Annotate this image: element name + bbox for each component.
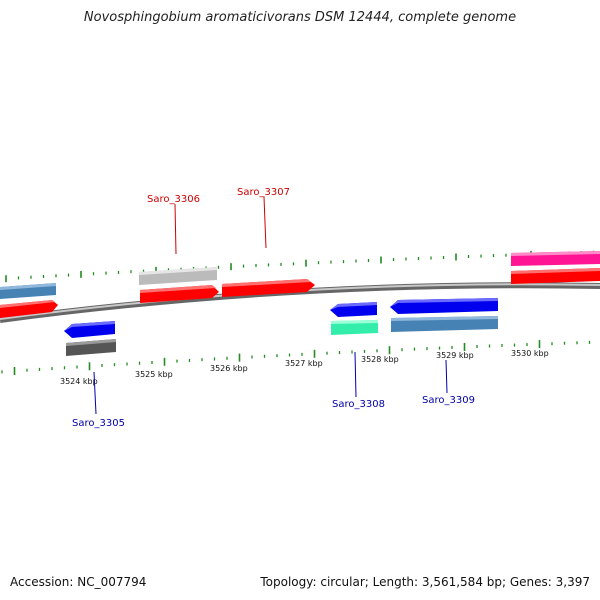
upper-tick-row (5, 250, 595, 283)
gene-saro-3306[interactable] (140, 285, 219, 303)
leader-line-saro-3305 (93, 371, 97, 415)
scale-label-3525: 3525 kbp (135, 370, 173, 379)
gene-dark-gray-lower[interactable] (66, 339, 116, 356)
map-title: Novosphingobium aromaticivorans DSM 1244… (83, 10, 517, 25)
leader-line-saro-3308 (354, 351, 357, 398)
gene-saro-3308[interactable] (330, 302, 377, 317)
gene-red-left[interactable] (0, 300, 58, 318)
gene-saro-3305[interactable] (64, 321, 115, 338)
gene-steelblue-lower[interactable] (391, 316, 498, 332)
leader-line-saro-3306 (174, 203, 177, 255)
leader-line-saro-3307 (263, 196, 267, 249)
gene-pink-right[interactable] (511, 251, 600, 266)
gene-label-saro-3306: Saro_3306 (147, 194, 200, 205)
scale-label-3526: 3526 kbp (210, 364, 248, 373)
scale-label-3527: 3527 kbp (285, 359, 323, 368)
gene-gray-upper[interactable] (139, 267, 217, 285)
gene-label-saro-3305: Saro_3305 (72, 418, 125, 429)
gene-label-saro-3307: Saro_3307 (237, 187, 290, 198)
gene-saro-3309[interactable] (390, 298, 498, 314)
genome-summary: Topology: circular; Length: 3,561,584 bp… (260, 575, 590, 589)
gene-steelblue-left-upper[interactable] (0, 283, 56, 299)
accession-text: Accession: NC_007794 (10, 575, 147, 589)
gene-saro-3307[interactable] (222, 279, 315, 297)
lower-tick-row (1, 340, 591, 375)
scale-label-3529: 3529 kbp (436, 351, 474, 360)
scale-label-3528: 3528 kbp (361, 355, 399, 364)
scale-label-3530: 3530 kbp (511, 349, 549, 358)
scale-label-3524: 3524 kbp (60, 377, 98, 386)
gene-label-saro-3309: Saro_3309 (422, 395, 475, 406)
gene-label-saro-3308: Saro_3308 (332, 399, 385, 410)
leader-line-saro-3309 (445, 359, 448, 394)
gene-red-right[interactable] (511, 268, 600, 284)
gene-teal-lower[interactable] (331, 320, 378, 335)
